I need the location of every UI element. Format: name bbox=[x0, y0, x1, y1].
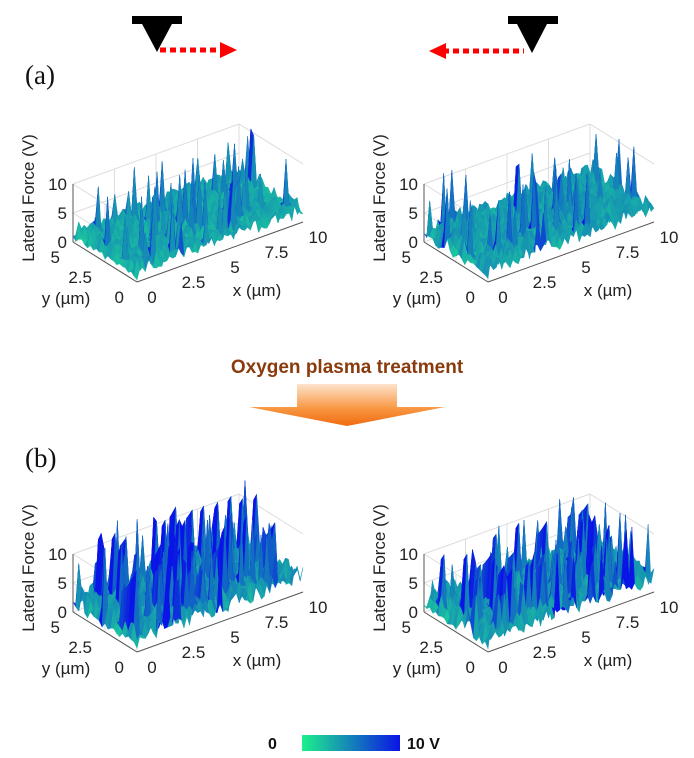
arrowhead-left-icon bbox=[429, 43, 446, 59]
x-tick-label: 10 bbox=[309, 228, 328, 247]
x-axis-line bbox=[487, 221, 655, 283]
surface-facet bbox=[484, 255, 492, 280]
surface-facet bbox=[630, 146, 637, 201]
gridline bbox=[589, 493, 655, 535]
gridline bbox=[589, 123, 655, 165]
y-axis-label: y (µm) bbox=[393, 289, 442, 308]
y-tick-label: 0 bbox=[466, 288, 475, 307]
y-tick-label: 2.5 bbox=[419, 268, 443, 287]
y-tick-label: 5 bbox=[402, 248, 411, 267]
surface-facet bbox=[133, 636, 140, 650]
x-axis-label: x (µm) bbox=[233, 651, 282, 670]
x-tick-label: 2.5 bbox=[182, 273, 206, 292]
z-axis-label: Lateral Force (V) bbox=[19, 504, 38, 632]
down-arrow-icon bbox=[249, 384, 445, 426]
x-axis-line bbox=[136, 591, 304, 653]
x-tick-label: 7.5 bbox=[265, 613, 289, 632]
gridline bbox=[238, 493, 304, 535]
y-tick-label: 5 bbox=[51, 248, 60, 267]
panel-label-b: (b) bbox=[25, 443, 56, 473]
z-tick-label: 5 bbox=[58, 574, 67, 593]
y-axis-line bbox=[423, 241, 489, 283]
y-tick-label: 5 bbox=[51, 618, 60, 637]
z-tick-label: 10 bbox=[399, 175, 418, 194]
x-tick-label: 2.5 bbox=[533, 273, 557, 292]
gridline bbox=[238, 123, 304, 165]
x-axis-line bbox=[136, 221, 304, 283]
x-tick-label: 5 bbox=[230, 628, 239, 647]
z-tick-label: 10 bbox=[48, 545, 67, 564]
x-tick-label: 5 bbox=[581, 258, 590, 277]
panel-label-a: (a) bbox=[25, 60, 55, 90]
z-tick-label: 5 bbox=[58, 204, 67, 223]
y-axis-line bbox=[72, 241, 138, 283]
x-axis-label: x (µm) bbox=[233, 281, 282, 300]
y-tick-label: 0 bbox=[115, 658, 124, 677]
y-axis-label: y (µm) bbox=[42, 289, 91, 308]
y-tick-label: 2.5 bbox=[68, 268, 92, 287]
z-tick-label: 0 bbox=[58, 233, 67, 252]
y-axis-line bbox=[72, 611, 138, 653]
gridline bbox=[72, 152, 240, 214]
x-tick-label: 7.5 bbox=[616, 243, 640, 262]
gridline bbox=[72, 123, 240, 185]
z-tick-label: 5 bbox=[409, 204, 418, 223]
z-tick-label: 10 bbox=[48, 175, 67, 194]
arrowhead-right-icon bbox=[220, 42, 237, 58]
afm-tip-icon-left bbox=[132, 16, 182, 52]
surface-facet bbox=[556, 499, 563, 552]
y-axis-label: y (µm) bbox=[42, 659, 91, 678]
z-axis-label: Lateral Force (V) bbox=[19, 134, 38, 262]
y-tick-label: 2.5 bbox=[68, 638, 92, 657]
afm-tip-icon-right bbox=[508, 16, 558, 53]
surface-facet bbox=[75, 563, 82, 612]
z-axis-label: Lateral Force (V) bbox=[370, 134, 389, 262]
x-tick-label: 10 bbox=[660, 228, 679, 247]
x-tick-label: 2.5 bbox=[182, 643, 206, 662]
z-tick-label: 0 bbox=[409, 233, 418, 252]
y-tick-label: 0 bbox=[115, 288, 124, 307]
z-tick-label: 0 bbox=[58, 603, 67, 622]
surface-facet bbox=[133, 259, 141, 281]
x-tick-label: 7.5 bbox=[265, 243, 289, 262]
x-tick-label: 5 bbox=[230, 258, 239, 277]
treatment-label: Oxygen plasma treatment bbox=[231, 357, 464, 378]
x-tick-label: 10 bbox=[309, 598, 328, 617]
x-tick-label: 0 bbox=[147, 288, 156, 307]
x-tick-label: 0 bbox=[147, 658, 156, 677]
gridline bbox=[423, 493, 591, 555]
x-tick-label: 0 bbox=[498, 288, 507, 307]
x-axis-label: x (µm) bbox=[584, 281, 633, 300]
